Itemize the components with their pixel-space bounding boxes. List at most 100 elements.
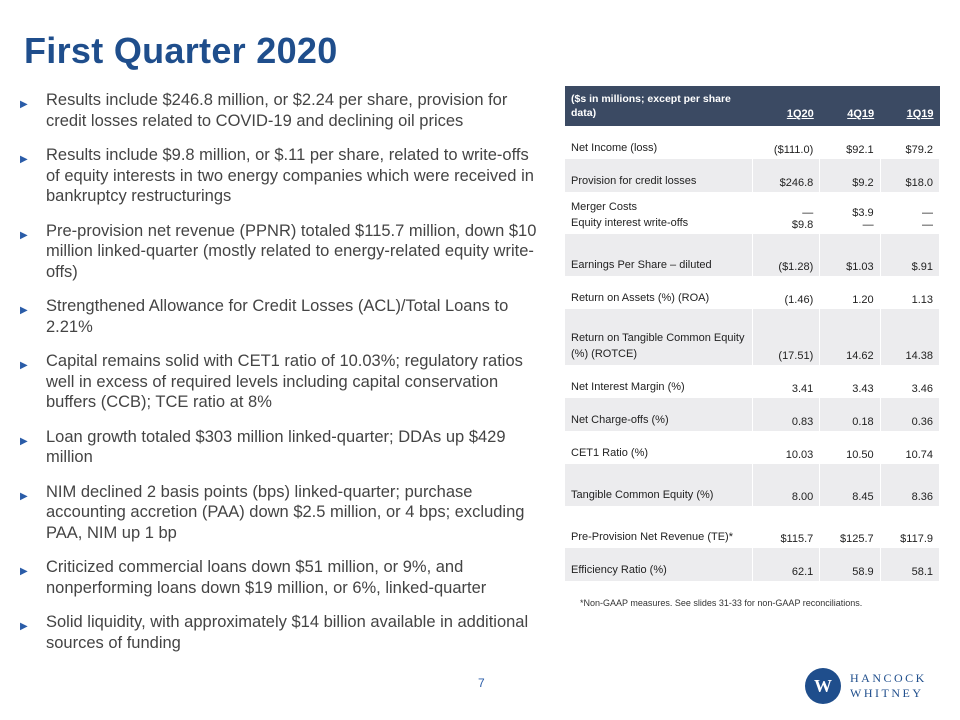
row-value: $.91: [880, 234, 941, 276]
row-value: $117.9: [880, 506, 941, 548]
bullet-list: ▶ Results include $246.8 million, or $2.2…: [20, 90, 540, 667]
column-header: 4Q19: [847, 108, 875, 120]
triangle-bullet-icon: ▶: [20, 229, 28, 241]
triangle-bullet-icon: ▶: [20, 305, 28, 316]
table-row: Net Interest Margin (%) 3.41 3.43 3.46: [565, 365, 941, 398]
bullet-item: ▶ Pre-provision net revenue (PPNR) totale…: [20, 221, 540, 283]
row-label: Provision for credit losses: [565, 159, 753, 192]
table-row: Net Charge-offs (%) 0.83 0.18 0.36: [565, 398, 941, 431]
row-value: 3.41: [752, 365, 821, 398]
bullet-item: ▶ NIM declined 2 basis points (bps) linke…: [20, 482, 540, 544]
bullet-item: ▶ Results include $246.8 million, or $2.2…: [20, 90, 540, 131]
bullet-item: ▶ Strengthened Allowance for Credit Losse…: [20, 296, 540, 337]
row-value: $1.03: [819, 234, 881, 276]
row-label: Earnings Per Share – diluted: [565, 234, 753, 276]
row-label: Merger Costs Equity interest write-offs: [565, 192, 753, 234]
financial-summary-table: ($s in millions; except per share data) …: [565, 86, 941, 581]
triangle-bullet-icon: ▶: [20, 566, 28, 577]
row-value: $125.7: [819, 506, 881, 548]
row-value: 10.74: [880, 431, 941, 464]
row-value: 8.45: [819, 464, 881, 506]
bullet-item: ▶ Results include $9.8 million, or $.11 p…: [20, 145, 540, 207]
page-title: First Quarter 2020: [24, 30, 338, 71]
bullet-text: Capital remains solid with CET1 ratio of…: [46, 352, 523, 411]
footnote: *Non-GAAP measures. See slides 31-33 for…: [580, 598, 863, 608]
table-row: Return on Assets (%) (ROA) (1.46) 1.20 1.13: [565, 276, 941, 309]
row-value: 3.46: [880, 365, 941, 398]
bullet-item: ▶ Loan growth totaled $303 million linked…: [20, 427, 540, 468]
bullet-text: Pre-provision net revenue (PPNR) totaled…: [46, 221, 537, 281]
table-row: Provision for credit losses $246.8 $9.2 $18…: [565, 159, 941, 192]
row-value: $79.2: [880, 126, 941, 159]
row-value: 58.9: [819, 548, 881, 581]
row-value: (1.46): [752, 276, 821, 309]
row-label: CET1 Ratio (%): [565, 431, 753, 464]
row-label: Return on Assets (%) (ROA): [565, 276, 753, 309]
row-value: 14.38: [880, 309, 941, 365]
row-value: $9.2: [819, 159, 881, 192]
row-value: 1.20: [819, 276, 881, 309]
bullet-text: Loan growth totaled $303 million linked-…: [46, 427, 506, 467]
row-value: $92.1: [819, 126, 881, 159]
row-value: 1.13: [880, 276, 941, 309]
table-row: Return on Tangible Common Equity (%) (RO…: [565, 309, 941, 365]
row-value: 8.00: [752, 464, 821, 506]
row-label: Return on Tangible Common Equity (%) (RO…: [565, 309, 753, 365]
row-label: Pre-Provision Net Revenue (TE)*: [565, 506, 753, 548]
hancock-whitney-logo: W HANCOCK WHITNEY: [805, 668, 927, 704]
row-value: (17.51): [752, 309, 821, 365]
logo-mark-icon: W: [805, 668, 841, 704]
table-row: Pre-Provision Net Revenue (TE)* $115.7 $12…: [565, 506, 941, 548]
row-value: ($111.0): [752, 126, 821, 159]
bullet-text: Results include $9.8 million, or $.11 pe…: [46, 146, 534, 205]
bullet-text: Solid liquidity, with approximately $14 …: [46, 613, 529, 652]
triangle-bullet-icon: ▶: [20, 360, 28, 371]
triangle-bullet-icon: ▶: [20, 154, 28, 165]
triangle-bullet-icon: ▶: [20, 621, 28, 632]
row-value: 8.36: [880, 464, 941, 506]
table-row: CET1 Ratio (%) 10.03 10.50 10.74: [565, 431, 941, 464]
row-label: Net Charge-offs (%): [565, 398, 753, 431]
page-number: 7: [478, 676, 485, 690]
table-body: Net Income (loss) ($111.0) $92.1 $79.2 Provi…: [565, 126, 941, 581]
row-value: 10.50: [819, 431, 881, 464]
triangle-bullet-icon: ▶: [20, 490, 28, 502]
row-label: Efficiency Ratio (%): [565, 548, 753, 581]
table-header-label: ($s in millions; except per share data): [571, 93, 731, 119]
table-row: Earnings Per Share – diluted ($1.28) $1.03…: [565, 234, 941, 276]
row-value: 14.62: [819, 309, 881, 365]
bullet-text: NIM declined 2 basis points (bps) linked…: [46, 482, 525, 542]
table-row: Tangible Common Equity (%) 8.00 8.45 8.36: [565, 464, 941, 506]
triangle-bullet-icon: ▶: [20, 435, 28, 447]
row-value: $3.9 —: [819, 192, 881, 234]
row-label: Net Interest Margin (%): [565, 365, 753, 398]
row-value: — $9.8: [752, 192, 821, 234]
bullet-item: ▶ Capital remains solid with CET1 ratio o…: [20, 351, 540, 413]
row-value: — —: [880, 192, 941, 234]
row-label: Net Income (loss): [565, 126, 753, 159]
logo-wordmark: HANCOCK WHITNEY: [850, 671, 927, 701]
row-value: $18.0: [880, 159, 941, 192]
table-row: Net Income (loss) ($111.0) $92.1 $79.2: [565, 126, 941, 159]
bullet-text: Strengthened Allowance for Credit Losses…: [46, 297, 509, 336]
row-value: 10.03: [752, 431, 821, 464]
row-value: $246.8: [752, 159, 821, 192]
bullet-item: ▶ Criticized commercial loans down $51 mi…: [20, 557, 540, 598]
row-value: 3.43: [819, 365, 881, 398]
column-header: 1Q19: [906, 108, 934, 120]
row-value: 0.83: [752, 398, 821, 431]
bullet-text: Criticized commercial loans down $51 mil…: [46, 558, 487, 597]
row-value: 58.1: [880, 548, 941, 581]
table-row: Merger Costs Equity interest write-offs —…: [565, 192, 941, 234]
row-value: ($1.28): [752, 234, 821, 276]
triangle-bullet-icon: ▶: [20, 99, 28, 110]
row-value: $115.7: [752, 506, 821, 548]
row-value: 62.1: [752, 548, 821, 581]
bullet-item: ▶ Solid liquidity, with approximately $14…: [20, 612, 540, 653]
column-header: 1Q20: [786, 108, 814, 120]
row-value: 0.18: [819, 398, 881, 431]
row-label: Tangible Common Equity (%): [565, 464, 753, 506]
logo-line-1: HANCOCK: [850, 671, 927, 685]
row-value: 0.36: [880, 398, 941, 431]
bullet-text: Results include $246.8 million, or $2.24…: [46, 91, 508, 130]
